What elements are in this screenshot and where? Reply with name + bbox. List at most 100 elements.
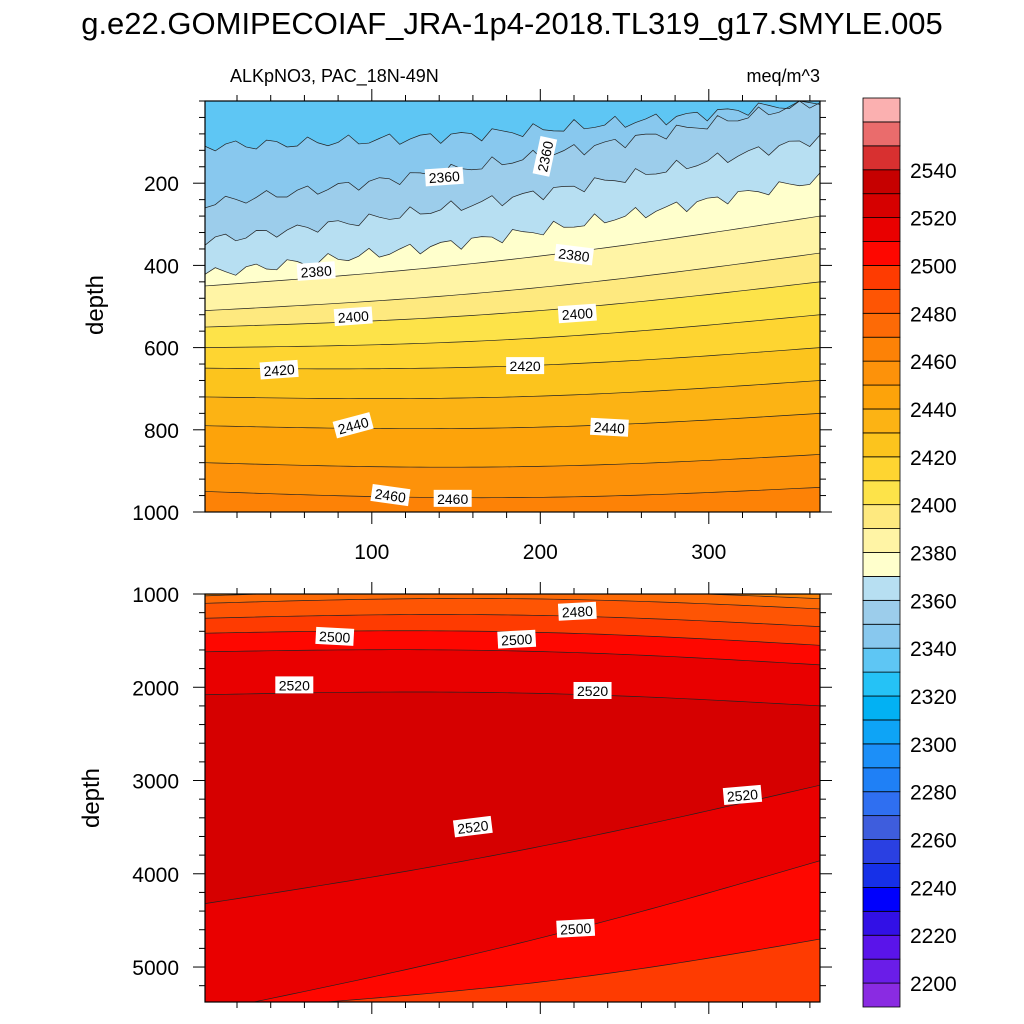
colorbar-label: 2320 [910, 686, 957, 709]
y-tick-label: 2000 [132, 677, 179, 700]
contour-label-text: 2420 [263, 361, 295, 379]
contour-label: 2360 [424, 166, 464, 187]
colorbar-box [862, 312, 901, 338]
contour-line-2430 [205, 380, 820, 400]
upper-panel: 2360 2360 2380 2380 2400 2400 2420 2420 2440 2440… [132, 89, 832, 564]
contour-line-2480 [205, 598, 820, 610]
colorbar-box [862, 97, 901, 123]
colorbar-box [862, 241, 901, 266]
colorbar-label: 2240 [910, 877, 957, 900]
colorbar-box [862, 599, 901, 625]
contour-line-2390 [205, 252, 820, 311]
colorbar-box [862, 767, 901, 793]
contour-label: 2400 [333, 306, 373, 327]
colorbar-box [862, 384, 901, 410]
contour-label: 2460 [433, 489, 472, 507]
colorbar-box [862, 791, 901, 817]
contour-label-text: 2500 [560, 920, 592, 938]
colorbar-box [862, 456, 901, 482]
colorbar-label: 2200 [910, 973, 957, 996]
colorbar-box [862, 121, 901, 147]
y-tick-label: 4000 [132, 864, 179, 887]
x-tick-label: 100 [354, 541, 389, 564]
contour-label-text: 2380 [300, 262, 332, 280]
colorbar-box [862, 576, 901, 601]
colorbar-box [862, 408, 901, 434]
contour-label-text: 2520 [577, 683, 608, 699]
colorbar-box [862, 623, 901, 649]
colorbar-label: 2420 [910, 447, 957, 470]
contour-label: 2420 [506, 357, 545, 375]
colorbar-box [862, 886, 901, 912]
y-tick-label: 3000 [132, 771, 179, 794]
contour-label: 2360 [532, 136, 558, 177]
contour-line-2400 [205, 281, 820, 328]
lower-y-axis-label: depth [78, 768, 105, 828]
colorbar-box [862, 480, 901, 506]
colorbar-label: 2540 [910, 160, 957, 183]
contour-line-2510 [253, 860, 820, 1002]
colorbar-box [862, 193, 901, 219]
colorbar-box [862, 958, 901, 984]
y-tick-label: 600 [144, 338, 179, 361]
colorbar-box [862, 934, 901, 960]
contour-label: 2500 [556, 918, 596, 938]
colorbar-box [862, 647, 901, 673]
colorbar-box [862, 839, 901, 864]
y-tick-label: 1000 [132, 502, 179, 525]
contour-label: 2380 [554, 243, 594, 266]
colorbar-box [862, 360, 901, 386]
colorbar-label: 2500 [910, 255, 957, 278]
colorbar-label: 2440 [910, 399, 957, 422]
contour-label-text: 2460 [374, 485, 407, 505]
colorbar-box [862, 982, 901, 1008]
upper-y-axis-label: depth [82, 275, 109, 335]
contour-label-text: 2480 [561, 603, 593, 621]
colorbar-label: 2220 [910, 925, 957, 948]
contour-label: 2460 [370, 484, 411, 507]
colorbar-box [862, 671, 901, 697]
x-tick-label: 200 [523, 541, 558, 564]
contour-label: 2520 [275, 676, 314, 694]
colorbar-box [862, 863, 901, 888]
colorbar-label: 2460 [910, 351, 957, 374]
contour-label: 2500 [497, 629, 537, 649]
contour-label-text: 2520 [279, 677, 310, 693]
contour-label-text: 2500 [319, 628, 351, 646]
colorbar-box [862, 719, 901, 745]
colorbar-label: 2300 [910, 734, 957, 757]
contour-line-2410 [205, 314, 820, 348]
contour-label: 2520 [573, 681, 612, 699]
contour-label-text: 2360 [534, 139, 556, 173]
colorbar-label: 2360 [910, 590, 957, 613]
colorbar-box [862, 504, 901, 529]
contour-line-2350 [205, 101, 820, 209]
y-tick-label: 800 [144, 420, 179, 443]
contour-label: 2520 [722, 784, 763, 806]
colorbar-label: 2340 [910, 638, 957, 661]
y-tick-label: 1000 [132, 584, 179, 607]
contour-label-text: 2440 [336, 414, 370, 438]
colorbar-label: 2380 [910, 543, 957, 566]
contour-line-2450 [205, 454, 820, 468]
contour-fill-2480 [205, 594, 820, 609]
contour-label-text: 2380 [558, 245, 591, 265]
contour-label: 2480 [557, 601, 597, 621]
colorbar-label: 2400 [910, 495, 957, 518]
colorbar: 2200 2220 2240 2260 2280 2300 2320 2340 2360 2380… [862, 97, 957, 1008]
contour-label-text: 2420 [510, 358, 541, 374]
contour-label-text: 2400 [561, 305, 593, 323]
contour-line-2340 [205, 101, 820, 152]
contour-line-2510 [205, 649, 820, 666]
y-tick-label: 200 [144, 173, 179, 196]
contour-line-2360 [205, 134, 820, 246]
contour-label-text: 2400 [337, 308, 369, 326]
colorbar-box [862, 145, 901, 171]
colorbar-label: 2520 [910, 208, 957, 231]
upper-panel-left-title: ALKpNO3, PAC_18N-49N [230, 66, 439, 87]
contour-label: 2500 [315, 626, 355, 646]
colorbar-box [862, 528, 901, 553]
lower-panel: 2480 2500 2500 2520 2520 2520 2520 2500 1000 2000… [132, 582, 832, 1014]
colorbar-box [862, 288, 901, 314]
contour-label: 2420 [259, 359, 299, 380]
